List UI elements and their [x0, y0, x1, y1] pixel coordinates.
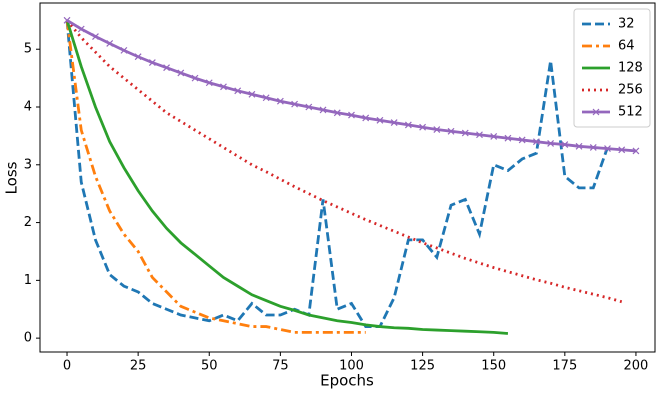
- series-marker: [220, 83, 227, 91]
- series-marker: [532, 138, 540, 146]
- series-marker: [63, 16, 71, 24]
- series-marker: [490, 133, 498, 140]
- series-marker: [504, 134, 512, 142]
- y-tick-label: 1: [24, 273, 32, 288]
- series-marker: [234, 87, 242, 95]
- x-axis-label: Epochs: [320, 372, 374, 390]
- series-marker: [333, 109, 341, 117]
- series-marker: [148, 59, 156, 66]
- series-marker: [120, 46, 128, 54]
- series-marker: [262, 94, 270, 102]
- series-marker: [77, 25, 85, 33]
- series-line: [66, 19, 637, 153]
- series-marker: [248, 90, 256, 98]
- series-marker: [390, 119, 398, 127]
- x-tick-label: 100: [339, 359, 364, 374]
- series-marker: [191, 74, 199, 82]
- x-tick-label: 200: [624, 359, 649, 374]
- legend-label: 256: [618, 83, 643, 98]
- series-marker: [447, 127, 455, 135]
- series-marker: [575, 142, 583, 150]
- legend-box: [573, 8, 651, 128]
- series-marker: [106, 40, 114, 47]
- series-marker: [547, 139, 555, 147]
- series-marker: [134, 53, 142, 61]
- series-marker: [163, 64, 171, 72]
- series-marker: [276, 97, 284, 105]
- series-marker: [589, 144, 597, 151]
- x-tick-label: 125: [410, 359, 435, 374]
- series-marker: [604, 145, 611, 153]
- legend-label: 512: [618, 105, 643, 120]
- x-tick-label: 0: [63, 359, 71, 374]
- y-tick-label: 5: [24, 42, 32, 57]
- series-line: [65, 20, 609, 328]
- series-marker: [92, 33, 99, 40]
- legend-marker: [592, 108, 600, 116]
- legend-label: 32: [618, 17, 635, 32]
- x-tick-label: 150: [481, 359, 506, 374]
- series-marker: [362, 114, 370, 122]
- series-marker: [461, 129, 469, 137]
- series-marker: [205, 79, 213, 87]
- series-marker: [348, 111, 355, 119]
- series-marker: [518, 136, 526, 144]
- x-tick-label: 25: [130, 359, 147, 374]
- series-marker: [632, 147, 640, 155]
- series-marker: [305, 103, 313, 111]
- y-axis-label: Loss: [3, 161, 21, 194]
- y-tick-label: 4: [24, 100, 32, 115]
- x-tick-label: 175: [552, 359, 577, 374]
- series-marker: [476, 131, 483, 139]
- series-marker: [419, 123, 427, 131]
- series-marker: [404, 121, 412, 129]
- plot-area: [39, 2, 656, 353]
- series-marker: [376, 116, 384, 124]
- series-marker: [177, 69, 185, 77]
- y-tick-label: 3: [24, 157, 32, 172]
- series-marker: [291, 100, 299, 108]
- y-tick-label: 0: [24, 331, 32, 346]
- x-tick-label: 75: [272, 359, 289, 374]
- series-marker: [618, 146, 626, 154]
- legend-label: 128: [618, 61, 643, 76]
- series-line: [65, 20, 366, 334]
- series-line: [65, 19, 623, 304]
- series-marker: [561, 141, 569, 148]
- series-marker: [433, 126, 441, 133]
- series-line: [65, 19, 509, 335]
- x-tick-label: 50: [201, 359, 218, 374]
- legend-label: 64: [618, 39, 635, 54]
- series-marker: [319, 106, 327, 114]
- y-tick-label: 2: [24, 215, 32, 230]
